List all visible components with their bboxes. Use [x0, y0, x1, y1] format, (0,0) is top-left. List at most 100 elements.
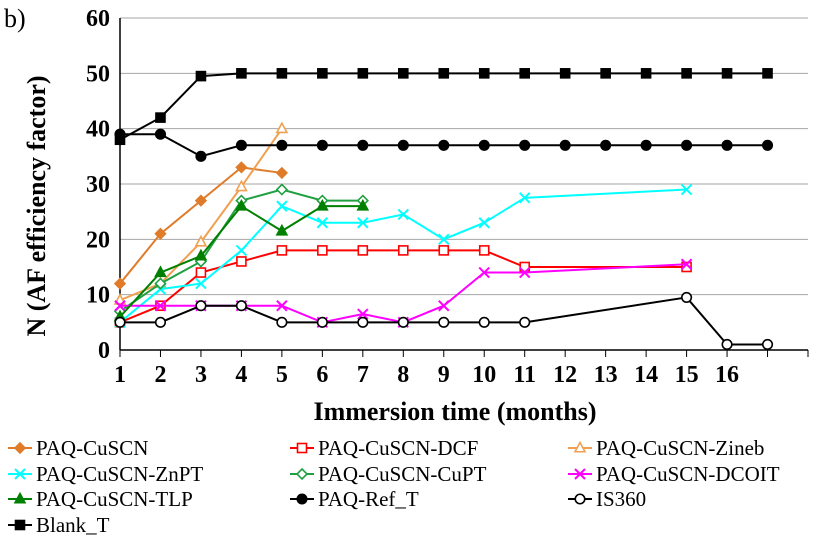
legend-item: PAQ-CuSCN-CuPT	[290, 462, 487, 486]
series-line	[120, 263, 687, 324]
legend-item: PAQ-Ref_T	[290, 487, 419, 511]
data-point	[519, 316, 531, 328]
data-point	[235, 300, 247, 312]
data-point	[478, 68, 490, 79]
data-point	[154, 227, 167, 240]
y-tick-label: 30	[86, 172, 110, 198]
legend-label: Blank_T	[36, 513, 110, 537]
data-point	[276, 316, 288, 328]
data-point	[681, 261, 692, 273]
series-paq-ref-t	[114, 128, 774, 162]
x-axis-title: Immersion time (months)	[313, 397, 596, 426]
legend-label: IS360	[596, 487, 646, 511]
data-point	[194, 248, 208, 261]
data-point	[114, 316, 126, 328]
data-point	[438, 245, 450, 256]
x-tick-label: 2	[154, 362, 166, 388]
y-tick-label: 40	[86, 117, 110, 143]
data-point	[276, 139, 288, 151]
series-line	[119, 188, 687, 324]
data-point	[721, 68, 733, 79]
data-point	[559, 139, 571, 151]
data-point	[276, 300, 288, 312]
data-point	[113, 293, 127, 305]
data-point	[438, 139, 450, 151]
data-point	[519, 139, 531, 151]
legend-label: PAQ-CuSCN	[36, 436, 148, 460]
legend-marker	[573, 440, 587, 453]
data-point	[397, 208, 410, 221]
data-point	[275, 166, 289, 180]
data-point	[357, 217, 369, 229]
x-tick-label: 13	[594, 362, 618, 388]
series-paq-cuscn	[113, 161, 289, 290]
legend-item: PAQ-CuSCN-TLP	[8, 487, 193, 511]
x-tick-label: 12	[553, 362, 577, 388]
legend-marker	[14, 468, 26, 480]
data-point	[275, 121, 289, 134]
data-point	[478, 316, 490, 328]
data-point	[680, 183, 693, 196]
legend-label: PAQ-CuSCN-DCF	[318, 436, 478, 460]
data-point	[235, 179, 248, 192]
data-point	[276, 245, 288, 256]
legend-label: PAQ-CuSCN-ZnPT	[36, 462, 203, 486]
data-point	[275, 223, 289, 236]
data-point	[235, 198, 248, 211]
data-point	[600, 139, 612, 151]
x-tick-label: 11	[513, 362, 536, 388]
x-tick-label: 4	[235, 362, 247, 388]
data-point	[761, 338, 774, 351]
legend-label: PAQ-Ref_T	[318, 487, 419, 511]
legend: PAQ-CuSCN PAQ-CuSCN-DCF PAQ-CuSCN-ZinebPAQ…	[8, 436, 780, 537]
series-group	[113, 68, 774, 351]
data-point	[357, 139, 369, 151]
data-point	[276, 68, 288, 79]
legend-item: PAQ-CuSCN	[8, 436, 148, 460]
legend-marker	[574, 493, 586, 505]
legend-marker	[296, 493, 308, 505]
data-point	[397, 245, 409, 256]
data-point	[478, 139, 490, 151]
data-point	[397, 139, 409, 151]
legend-item: PAQ-CuSCN-ZnPT	[8, 462, 203, 486]
data-point	[316, 198, 329, 211]
y-axis-title: N (AF efficiency factor)	[22, 75, 51, 336]
data-point	[317, 245, 328, 256]
data-point	[438, 316, 450, 328]
legend-marker	[13, 491, 27, 504]
y-tick-label: 50	[86, 61, 110, 87]
data-point	[640, 68, 652, 79]
data-point	[519, 68, 531, 79]
data-point	[397, 68, 409, 79]
legend-label: PAQ-CuSCN-CuPT	[318, 462, 487, 486]
x-tick-label: 5	[276, 362, 288, 388]
data-point	[681, 139, 693, 151]
series-blank-t	[114, 68, 773, 146]
legend-label: PAQ-CuSCN-TLP	[36, 487, 193, 511]
legend-marker	[14, 519, 26, 531]
data-point	[195, 70, 207, 82]
x-tick-label: 9	[438, 362, 450, 388]
x-tick-label: 14	[634, 362, 658, 388]
series-paq-cuscn-dcf	[114, 245, 692, 328]
data-point	[721, 338, 733, 351]
legend-label: PAQ-CuSCN-Zineb	[596, 436, 764, 460]
legend-marker	[295, 467, 309, 481]
panel-label: b)	[4, 4, 26, 33]
x-tick-label: 8	[397, 362, 409, 388]
data-point	[154, 128, 167, 140]
data-point	[518, 192, 531, 204]
data-point	[235, 161, 248, 174]
legend-label: PAQ-CuSCN-DCOIT	[596, 462, 780, 486]
x-tick-label: 10	[472, 362, 496, 388]
data-point	[680, 258, 693, 270]
legend-marker	[296, 442, 308, 454]
data-point	[357, 68, 369, 79]
data-point	[640, 139, 652, 151]
data-point	[681, 291, 693, 303]
data-point	[114, 300, 126, 312]
